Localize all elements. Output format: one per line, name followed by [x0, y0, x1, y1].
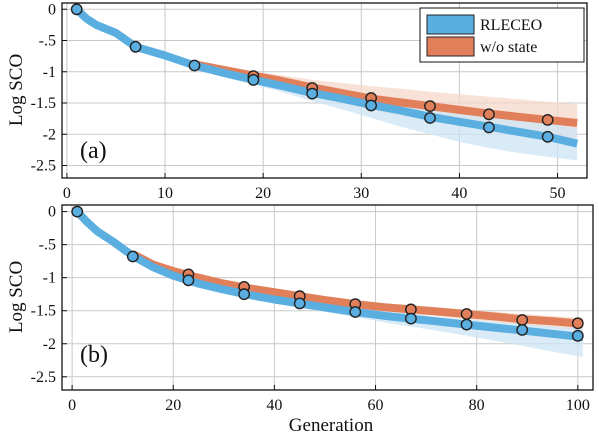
panel-a-label: (a) — [80, 138, 107, 164]
legend-swatch-wo-state — [426, 36, 475, 57]
panel-b-marker-rleceo — [238, 288, 251, 301]
panel-b-ylabel: Log SCO — [6, 261, 27, 333]
panel-b-ytick-label: -2 — [43, 336, 56, 353]
panel-a-marker-rleceo — [482, 121, 495, 134]
panel-a-marker-rleceo — [188, 59, 201, 72]
panel-a-ytick-label: 0 — [48, 1, 56, 18]
panel-a-xtick-label: 30 — [353, 185, 369, 202]
panel-b-marker-rleceo — [126, 250, 139, 263]
legend-label-wo-state: w/o state — [480, 39, 537, 56]
panel-a-ylabel: Log SCO — [6, 54, 27, 126]
panel-b-line-rleceo — [74, 208, 584, 342]
panel-b-xlabel: Generation — [289, 415, 374, 435]
panel-b-xtick-label: 20 — [165, 397, 181, 414]
panel-b-ytick-label: -1.5 — [31, 303, 56, 320]
panel-a-xtick-label: 50 — [550, 185, 566, 202]
panel-a-marker-rleceo — [424, 112, 436, 124]
panel-a-marker-wo-state — [424, 100, 436, 113]
panel-b-label: (b) — [80, 342, 108, 368]
panel-a-xtick-label: 0 — [63, 185, 71, 202]
panel-b-xtick-label: 0 — [68, 397, 76, 414]
panel-a-ytick-label: -2.5 — [31, 158, 56, 175]
panel-a-xtick-label: 10 — [157, 185, 173, 202]
panel-b-marker-rleceo — [460, 318, 473, 331]
panel-a-ytick-label: -2 — [43, 126, 56, 143]
panel-b-ytick-label: -.5 — [39, 237, 56, 254]
panel-b-marker-wo-state — [516, 314, 529, 326]
panel-a-marker-wo-state — [482, 108, 495, 121]
panel-a-xtick-label: 40 — [451, 185, 467, 202]
panel-a-ytick-label: -.5 — [39, 33, 56, 50]
panel-a-ytick-label: -1 — [43, 64, 56, 81]
panel-a-marker-rleceo — [541, 130, 554, 143]
panel-b-marker-wo-state — [460, 308, 473, 320]
panel-b-frame — [61, 204, 594, 391]
panel-a-marker-wo-state — [541, 114, 554, 126]
panel-b-band-rleceo — [77, 211, 583, 357]
panel-b-marker-rleceo — [293, 297, 306, 310]
panel-b-ytick-label: -1 — [43, 270, 56, 287]
panel-b-line-wo-state — [130, 250, 584, 328]
panel-b-xtick-label: 60 — [368, 397, 384, 414]
panel-b-marker-rleceo — [404, 312, 417, 325]
panel-b-marker-rleceo — [182, 274, 195, 287]
legend: RLECEO w/o state — [419, 7, 585, 63]
panel-b-marker-rleceo — [516, 323, 529, 336]
panel-b-ytick-label: 0 — [48, 204, 56, 221]
panel-a: 0 10 20 30 40 50 0 -.5 -1 -1.5 -2 -2.5 (a) Log SCO… — [6, 1, 588, 202]
panel-b-ytick-label: -2.5 — [31, 369, 56, 386]
panel-a-marker-rleceo — [129, 40, 142, 53]
panel-b-marker-rleceo — [349, 306, 362, 318]
panel-b-xtick-label: 80 — [469, 397, 485, 414]
legend-swatch-rleceo — [426, 14, 475, 35]
panel-a-xtick-label: 20 — [255, 185, 271, 202]
panel-b-xtick-label: 100 — [566, 397, 590, 414]
panel-b-marker-rleceo — [71, 205, 84, 218]
panel-a-frame — [61, 2, 588, 179]
panel-b-marker-wo-state — [571, 317, 584, 330]
legend-label-rleceo: RLECEO — [480, 17, 542, 34]
panel-b-xtick-label: 40 — [266, 397, 282, 414]
panel-b: 0 20 40 60 80 100 0 -.5 -1 -1.5 -2 -2.5 (b) Log SC… — [6, 204, 594, 435]
panel-a-marker-rleceo — [365, 99, 377, 112]
panel-a-marker-rleceo — [306, 87, 319, 100]
panel-a-ytick-label: -1.5 — [31, 95, 56, 112]
panel-b-marker-rleceo — [571, 329, 584, 342]
panel-a-marker-rleceo — [247, 74, 260, 86]
panel-a-marker-rleceo — [70, 3, 83, 16]
